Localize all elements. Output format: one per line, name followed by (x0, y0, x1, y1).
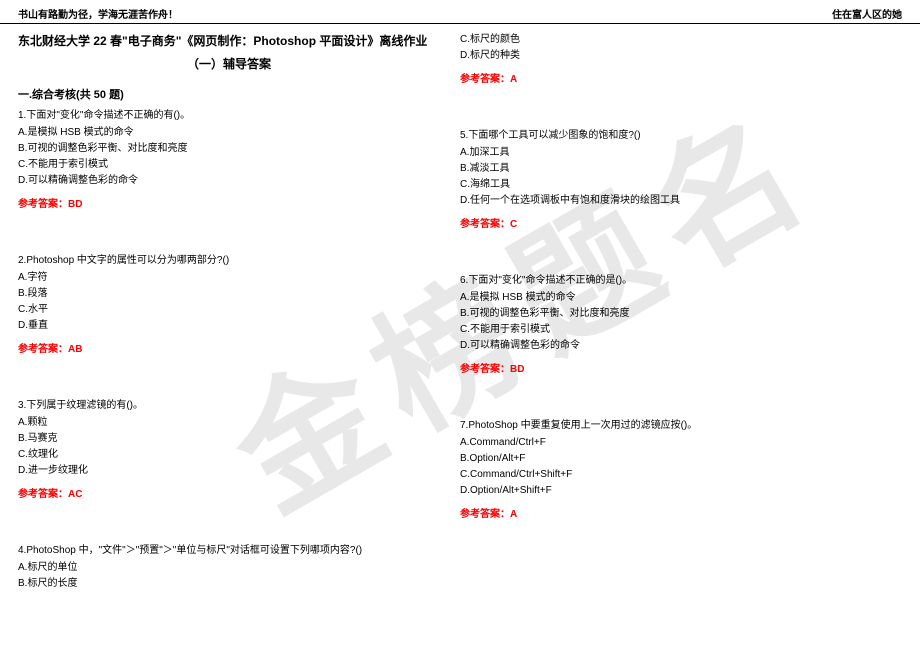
question-text: 6.下面对"变化"命令描述不正确的是()。 (460, 273, 882, 289)
answer-text: 参考答案：C (460, 217, 882, 233)
question-6: 6.下面对"变化"命令描述不正确的是()。 A.是模拟 HSB 模式的命令 B.… (460, 273, 882, 378)
option-c: C.标尺的颜色 (460, 32, 882, 48)
option-c: C.不能用于索引模式 (18, 157, 440, 173)
option-b: B.Option/Alt+F (460, 451, 882, 467)
option-b: B.段落 (18, 286, 440, 302)
option-a: A.加深工具 (460, 145, 882, 161)
option-d: D.进一步纹理化 (18, 463, 440, 479)
page-content: 东北财经大学 22 春"电子商务"《网页制作：Photoshop 平面设计》离线… (0, 24, 920, 600)
sub-title: （一）辅导答案 (18, 55, 440, 72)
answer-text: 参考答案：AB (18, 342, 440, 358)
option-a: A.字符 (18, 270, 440, 286)
option-d: D.垂直 (18, 318, 440, 334)
question-5: 5.下面哪个工具可以减少图象的饱和度?() A.加深工具 B.减淡工具 C.海绵… (460, 128, 882, 233)
option-b: B.标尺的长度 (18, 576, 440, 592)
option-a: A.标尺的单位 (18, 560, 440, 576)
option-d: D.标尺的种类 (460, 48, 882, 64)
question-4: 4.PhotoShop 中，"文件"＞"预置"＞"单位与标尺"对话框可设置下列哪… (18, 543, 440, 592)
option-b: B.可视的调整色彩平衡、对比度和亮度 (18, 141, 440, 157)
answer-text: 参考答案：A (460, 507, 882, 523)
option-a: A.是模拟 HSB 模式的命令 (460, 290, 882, 306)
question-text: 3.下列属于纹理滤镜的有()。 (18, 398, 440, 414)
answer-text: 参考答案：A (460, 72, 882, 88)
question-text: 5.下面哪个工具可以减少图象的饱和度?() (460, 128, 882, 144)
option-c: C.纹理化 (18, 447, 440, 463)
main-title: 东北财经大学 22 春"电子商务"《网页制作：Photoshop 平面设计》离线… (18, 32, 440, 49)
header-left-text: 书山有路勤为径，学海无涯苦作舟！ (18, 6, 178, 21)
option-a: A.Command/Ctrl+F (460, 435, 882, 451)
right-column: C.标尺的颜色 D.标尺的种类 参考答案：A 5.下面哪个工具可以减少图象的饱和… (460, 32, 902, 592)
option-d: D.可以精确调整色彩的命令 (460, 338, 882, 354)
option-c: C.Command/Ctrl+Shift+F (460, 467, 882, 483)
section-heading: 一.综合考核(共 50 题) (18, 86, 440, 102)
option-d: D.Option/Alt+Shift+F (460, 483, 882, 499)
option-a: A.是模拟 HSB 模式的命令 (18, 125, 440, 141)
question-3: 3.下列属于纹理滤镜的有()。 A.颗粒 B.马赛克 C.纹理化 D.进一步纹理… (18, 398, 440, 503)
question-text: 2.Photoshop 中文字的属性可以分为哪两部分?() (18, 253, 440, 269)
option-c: C.水平 (18, 302, 440, 318)
answer-text: 参考答案：BD (460, 362, 882, 378)
question-4-continued: C.标尺的颜色 D.标尺的种类 参考答案：A (460, 32, 882, 88)
option-d: D.任何一个在选项调板中有饱和度滑块的绘图工具 (460, 193, 882, 209)
option-b: B.可视的调整色彩平衡、对比度和亮度 (460, 306, 882, 322)
option-b: B.减淡工具 (460, 161, 882, 177)
question-text: 4.PhotoShop 中，"文件"＞"预置"＞"单位与标尺"对话框可设置下列哪… (18, 543, 440, 559)
question-text: 1.下面对"变化"命令描述不正确的有()。 (18, 108, 440, 124)
option-b: B.马赛克 (18, 431, 440, 447)
left-column: 东北财经大学 22 春"电子商务"《网页制作：Photoshop 平面设计》离线… (18, 32, 460, 592)
option-c: C.海绵工具 (460, 177, 882, 193)
page-header: 书山有路勤为径，学海无涯苦作舟！ 住在富人区的她 (0, 0, 920, 24)
question-2: 2.Photoshop 中文字的属性可以分为哪两部分?() A.字符 B.段落 … (18, 253, 440, 358)
option-a: A.颗粒 (18, 415, 440, 431)
header-right-text: 住在富人区的她 (832, 6, 902, 21)
question-text: 7.PhotoShop 中要重复使用上一次用过的滤镜应按()。 (460, 418, 882, 434)
answer-text: 参考答案：AC (18, 487, 440, 503)
question-1: 1.下面对"变化"命令描述不正确的有()。 A.是模拟 HSB 模式的命令 B.… (18, 108, 440, 213)
question-7: 7.PhotoShop 中要重复使用上一次用过的滤镜应按()。 A.Comman… (460, 418, 882, 523)
answer-text: 参考答案：BD (18, 197, 440, 213)
option-c: C.不能用于索引模式 (460, 322, 882, 338)
option-d: D.可以精确调整色彩的命令 (18, 173, 440, 189)
